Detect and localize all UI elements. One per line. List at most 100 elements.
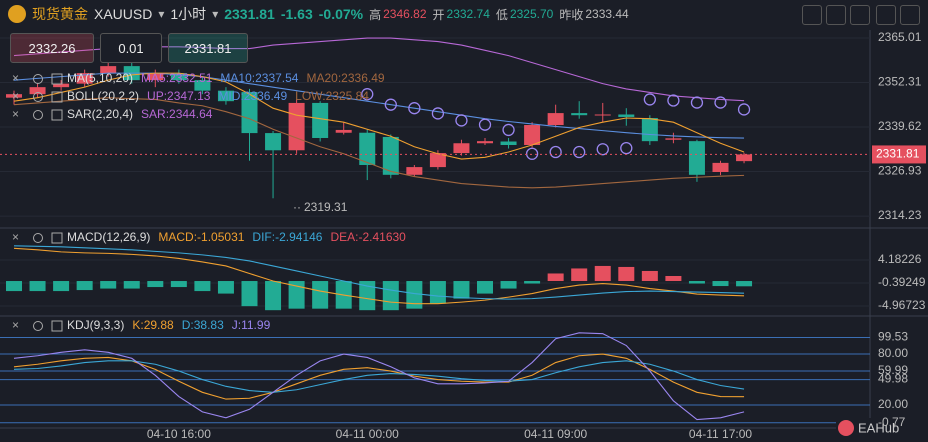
indicator-line (13, 353, 745, 400)
symbol[interactable]: XAUUSD (94, 6, 153, 22)
toggle-icon (51, 320, 63, 332)
change-pct: -0.07% (318, 6, 364, 22)
sar-dot (620, 142, 633, 155)
icon-button[interactable] (900, 5, 920, 25)
candle-body (76, 73, 93, 84)
y-tick-label: 59.99 (878, 363, 908, 377)
indicator-value: MID:2336.49 (218, 89, 287, 103)
histogram-bar (312, 281, 329, 309)
histogram-bar (382, 281, 399, 311)
indicator-line (13, 247, 745, 305)
y-tick-label: 2352.31 (878, 75, 922, 89)
y-tick-label: 99.53 (878, 330, 908, 344)
candle-body (477, 141, 493, 144)
histogram-bar (594, 265, 611, 282)
symbol-icon (8, 5, 26, 23)
last-price-box (872, 145, 926, 164)
candle-body (500, 141, 517, 146)
candle-body (241, 92, 258, 134)
histogram-bar (53, 281, 70, 292)
indicator-label: BOLL(20,2,2) (67, 89, 139, 103)
sar-dot (667, 94, 680, 107)
indicator-value: DIF:-2.94146 (252, 230, 322, 244)
histogram-bar (547, 273, 564, 282)
lot-box[interactable]: 0.01 (100, 33, 162, 63)
x-tick-label: 04-11 17:00 (689, 427, 752, 441)
dropdown[interactable]: ▾ (212, 7, 219, 21)
icon-button[interactable] (826, 5, 846, 25)
prev-label: 昨收 (559, 7, 584, 22)
candle-body (335, 129, 352, 133)
sell-box[interactable]: 2332.26 (10, 33, 94, 63)
indicator-value: SAR:2344.64 (141, 107, 213, 121)
icon-button[interactable] (802, 5, 822, 25)
settings-icon (33, 321, 43, 331)
sar-dot (690, 96, 704, 109)
indicator-value: UP:2347.13 (147, 89, 211, 103)
histogram-bar (241, 281, 258, 307)
sar-dot (549, 145, 562, 159)
open: 2332.74 (446, 7, 490, 21)
histogram-bar (217, 281, 234, 294)
candle-body (265, 133, 282, 151)
indicator-value: LOW:2325.84 (295, 89, 369, 103)
toggle-icon (51, 73, 63, 85)
candle-body (594, 114, 611, 116)
histogram-bar (665, 275, 682, 282)
sar-dot (596, 143, 609, 156)
histogram-bar (123, 281, 140, 289)
candle-body (406, 167, 423, 175)
icon-button[interactable] (876, 5, 896, 25)
indicator-label: MACD(12,26,9) (67, 230, 150, 244)
candle-body (524, 125, 541, 146)
histogram-bar (359, 281, 376, 311)
indicator-line (13, 97, 745, 189)
interval[interactable]: 1小时 (170, 6, 207, 22)
x-tick-label: 04-10 16:00 (147, 427, 211, 441)
icon-button[interactable] (850, 5, 870, 25)
y-tick-label: 4.18226 (878, 252, 922, 266)
candle-body (194, 80, 211, 91)
histogram-bar (571, 268, 588, 282)
close-icon: × (12, 89, 19, 103)
price: 2331.81 (224, 6, 275, 22)
sar-dot (643, 93, 656, 106)
toggle-icon (51, 109, 63, 121)
dropdown[interactable]: ▾ (158, 7, 165, 21)
histogram-bar (147, 281, 164, 288)
indicator-value: MA10:2337.54 (220, 71, 298, 85)
y-tick-label: 2339.62 (878, 119, 922, 133)
sar-dot (573, 145, 586, 159)
indicator-line (13, 360, 745, 393)
histogram-bar (406, 281, 423, 309)
candle-body (53, 83, 70, 88)
y-tick-label: -0.39249 (878, 275, 926, 289)
candle-body (170, 73, 187, 81)
candle-body (217, 90, 234, 102)
low-label: 低 (495, 7, 508, 22)
candle-body (736, 154, 753, 162)
candle-body (665, 138, 682, 140)
y-tick-label: 80.00 (878, 346, 908, 360)
indicator-line (13, 245, 745, 300)
symbol-name[interactable]: 现货黄金 (32, 6, 88, 22)
buy-box[interactable]: 2331.81 (168, 33, 248, 63)
histogram-bar (76, 281, 93, 291)
sar-dot (431, 107, 445, 120)
candle-body (571, 113, 588, 116)
watermark-logo (838, 420, 854, 436)
sar-dot (478, 118, 492, 131)
histogram-bar (477, 281, 493, 294)
watermark-bg (836, 418, 928, 440)
candle-body (688, 141, 705, 175)
histogram-bar (453, 281, 470, 299)
indicator-value: MACD:-1.05031 (158, 230, 244, 244)
indicator-label: MA(5,10,20) (67, 71, 133, 85)
candle-body (453, 143, 470, 154)
histogram-bar (736, 281, 753, 287)
candle-body (6, 94, 22, 98)
close-icon: × (12, 230, 19, 244)
sar-dot (737, 103, 751, 116)
candle-body (712, 162, 729, 173)
